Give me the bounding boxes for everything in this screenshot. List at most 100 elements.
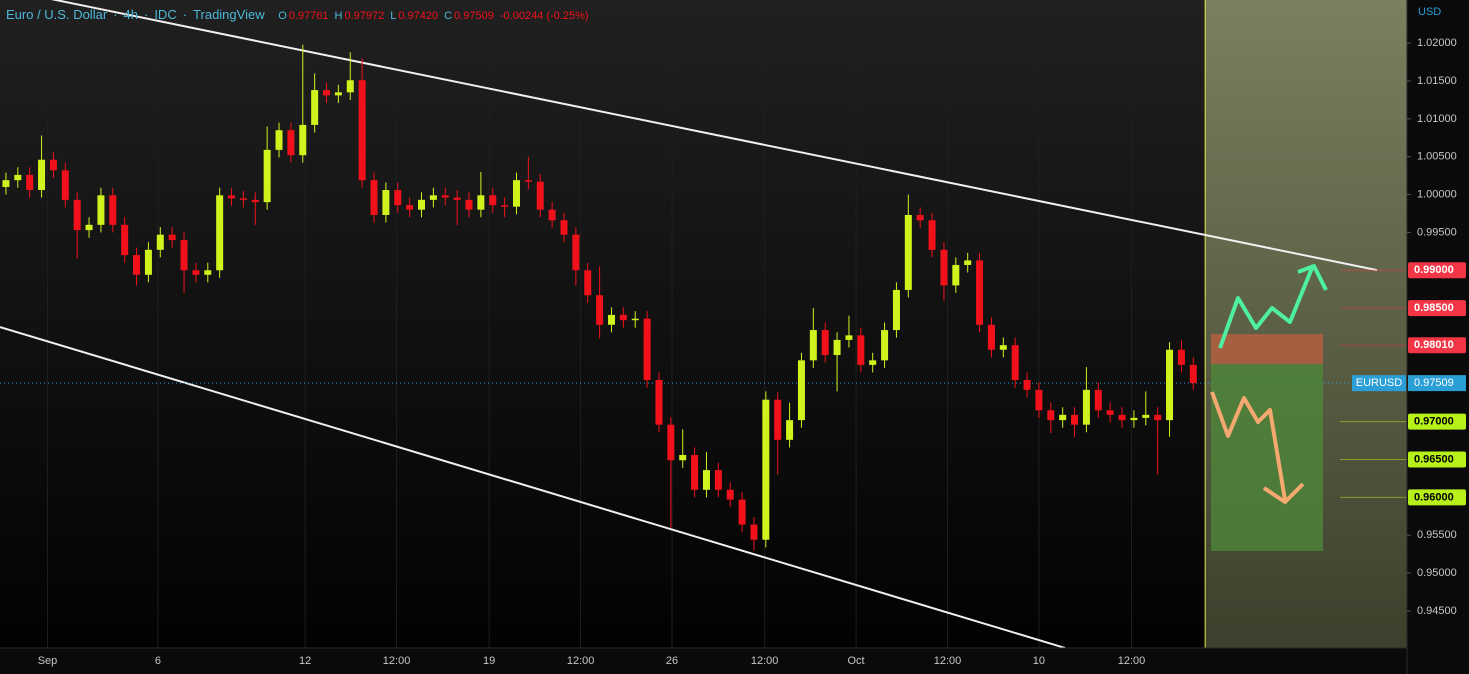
- candle-body: [180, 239, 188, 271]
- x-tick-label: 10: [1033, 655, 1045, 667]
- level-label: 0.99000: [1414, 264, 1454, 276]
- candle-body: [453, 197, 461, 200]
- candle-body: [406, 205, 414, 210]
- candle-body: [1094, 389, 1102, 411]
- candle-body: [702, 470, 710, 490]
- candle-body: [1059, 414, 1067, 421]
- candle-body: [750, 524, 758, 540]
- x-tick-label: Sep: [38, 655, 58, 667]
- candle-body: [726, 489, 734, 500]
- ohlc-value: 0.97509: [454, 10, 494, 22]
- candle-body: [133, 255, 141, 275]
- level-badge: [1408, 413, 1466, 430]
- level-badge: [1408, 451, 1466, 468]
- candle-body: [216, 195, 224, 271]
- candle-body: [275, 130, 283, 150]
- candle-body: [465, 199, 473, 210]
- candle-body: [1071, 414, 1079, 425]
- y-tick-label: 1.01000: [1417, 113, 1457, 125]
- x-tick-label: 26: [666, 655, 678, 667]
- ohlc-value: 0.97972: [345, 10, 385, 22]
- candle-body: [999, 345, 1007, 350]
- candle-body: [418, 199, 426, 210]
- candle-body: [477, 195, 485, 210]
- candle-body: [809, 330, 817, 361]
- x-tick-label: Oct: [848, 655, 865, 667]
- candle-body: [1035, 389, 1043, 411]
- ohlc-value: 0.97420: [398, 10, 438, 22]
- candle-body: [334, 92, 342, 96]
- candle-body: [833, 339, 841, 356]
- x-tick-label: 12:00: [934, 655, 962, 667]
- candle-body: [976, 260, 984, 325]
- x-tick-label: 12:00: [751, 655, 779, 667]
- level-badge: [1408, 489, 1466, 506]
- candle-body: [429, 195, 437, 200]
- candle-body: [239, 198, 247, 200]
- candle-body: [97, 195, 105, 225]
- candle-body: [382, 190, 390, 215]
- trend-line: [0, 326, 1066, 649]
- symbol-label: EURUSD: [1356, 377, 1403, 389]
- candle-body: [536, 181, 544, 210]
- candle-body: [73, 199, 81, 231]
- candle-body: [323, 90, 331, 96]
- candle-body: [892, 289, 900, 331]
- up-arrow-head: [1297, 264, 1328, 291]
- sep: ·: [113, 7, 117, 22]
- candle-body: [1130, 417, 1138, 421]
- y-tick-label: 0.95500: [1417, 529, 1457, 541]
- candle-body: [1189, 364, 1197, 384]
- candle-body: [1177, 349, 1185, 365]
- level-badge: [1408, 337, 1466, 354]
- projection-box: [1210, 334, 1324, 365]
- symbol-badge: [1352, 375, 1406, 392]
- platform: TradingView: [193, 7, 265, 22]
- candle-body: [358, 80, 366, 181]
- candle-body: [144, 249, 152, 275]
- y-tick-label: 0.94500: [1417, 605, 1457, 617]
- price-axis: [1407, 0, 1469, 674]
- candle-body: [85, 224, 93, 231]
- level-badge: [1408, 300, 1466, 317]
- ohlc-key: O: [278, 10, 287, 22]
- candle-body: [857, 335, 865, 365]
- candle-body: [964, 260, 972, 265]
- level-label: 0.96000: [1414, 491, 1454, 503]
- candle-body: [192, 270, 200, 275]
- candle-body: [251, 199, 259, 203]
- candle-body: [1154, 414, 1162, 421]
- candle-body: [548, 209, 556, 221]
- candle-body: [441, 195, 449, 198]
- candle-body: [797, 360, 805, 421]
- candle-body: [1118, 414, 1126, 421]
- last-price-label: 0.97509: [1414, 377, 1454, 389]
- candle-body: [821, 330, 829, 356]
- time-axis: [0, 648, 1407, 674]
- candle-body: [168, 234, 176, 240]
- sep: ·: [144, 7, 148, 22]
- ohlc-key: H: [335, 10, 343, 22]
- candle-body: [49, 159, 57, 171]
- y-tick-label: 1.01500: [1417, 75, 1457, 87]
- candle-body: [679, 454, 687, 461]
- down-arrow-head: [1262, 482, 1305, 504]
- ohlc-key: C: [444, 10, 452, 22]
- candle-body: [1166, 349, 1174, 421]
- y-tick-label: 1.02000: [1417, 37, 1457, 49]
- x-tick-label: 19: [483, 655, 495, 667]
- candle-body: [940, 249, 948, 286]
- candle-body: [916, 214, 924, 221]
- x-tick-label: 12:00: [1118, 655, 1146, 667]
- y-tick-label: 1.00000: [1417, 188, 1457, 200]
- candle-body: [987, 324, 995, 350]
- symbol: Euro / U.S. Dollar: [6, 7, 108, 22]
- candle-body: [311, 90, 319, 125]
- candle-body: [1142, 414, 1150, 418]
- up-arrow-path: [1218, 267, 1314, 349]
- x-tick-label: 12:00: [567, 655, 595, 667]
- projection-box: [1210, 364, 1324, 551]
- candle-body: [14, 174, 22, 181]
- candle-body: [121, 224, 129, 256]
- candle-body: [619, 314, 627, 321]
